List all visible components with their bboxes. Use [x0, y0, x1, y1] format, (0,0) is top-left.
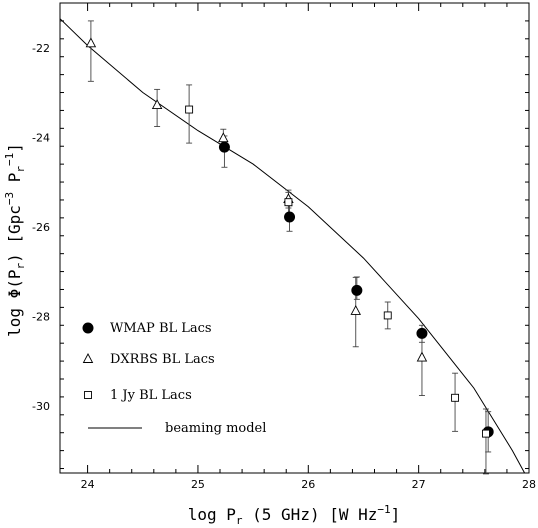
- legend: WMAP BL Lacs DXRBS BL Lacs 1 Jy BL Lacs bea…: [82, 321, 266, 436]
- x-tick-label: 28: [522, 478, 536, 491]
- y-tick-label: -30: [32, 400, 50, 413]
- x-tick-label: 24: [81, 478, 95, 491]
- point-filled-circle: [416, 327, 428, 339]
- legend-marker-filled-circle: [82, 322, 94, 334]
- error-bars: [87, 20, 492, 475]
- legend-label: beaming model: [165, 421, 266, 436]
- y-tick-label: -24: [32, 131, 50, 144]
- legend-label: WMAP BL Lacs: [110, 321, 212, 336]
- legend-label: DXRBS BL Lacs: [110, 352, 215, 367]
- legend-label: 1 Jy BL Lacs: [110, 388, 192, 403]
- axis-ticks: [60, 3, 530, 473]
- point-open-triangle: [151, 99, 163, 110]
- y-axis-title: log Φ(Pr) [Gpc−3 Pr−1]: [3, 143, 27, 337]
- point-filled-circle: [218, 141, 230, 153]
- point-filled-circle: [351, 284, 363, 296]
- x-tick-label: 26: [301, 478, 315, 491]
- x-axis-title: log Pr (5 GHz) [W Hz−1]: [188, 503, 401, 527]
- point-open-square: [383, 311, 392, 320]
- legend-marker-open-triangle: [82, 353, 94, 363]
- legend-marker-open-square: [84, 391, 92, 399]
- data-markers: [85, 37, 494, 438]
- plot-frame: [59, 2, 530, 474]
- point-open-triangle: [218, 132, 229, 143]
- point-open-square: [284, 198, 293, 207]
- x-tick-labels: 24 25 26 27 28: [81, 478, 536, 491]
- point-open-square: [185, 105, 194, 114]
- x-tick-label: 25: [191, 478, 205, 491]
- point-open-triangle: [350, 305, 361, 315]
- point-filled-circle: [284, 211, 296, 223]
- point-open-triangle: [416, 351, 428, 362]
- point-open-square: [451, 393, 460, 402]
- x-tick-label: 27: [412, 478, 426, 491]
- point-open-triangle: [85, 37, 97, 48]
- y-tick-label: -22: [32, 42, 50, 55]
- point-open-square: [482, 429, 490, 438]
- y-tick-labels: -22 -24 -26 -28 -30: [32, 42, 50, 413]
- y-tick-label: -28: [32, 310, 50, 323]
- y-tick-label: -26: [32, 221, 50, 234]
